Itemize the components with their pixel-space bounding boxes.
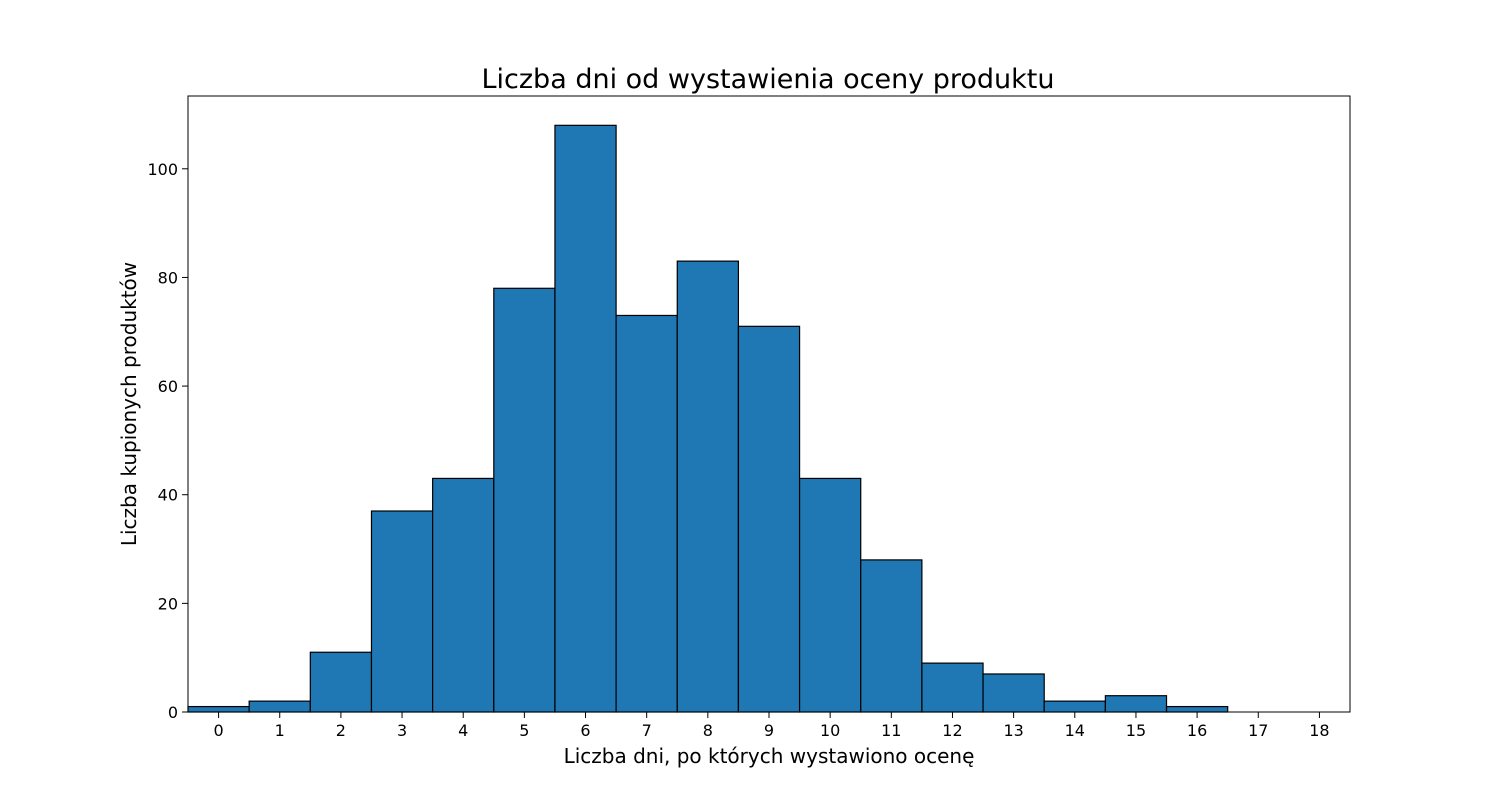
x-tick-label: 14: [1065, 721, 1085, 740]
x-tick-label: 9: [764, 721, 774, 740]
bar-12: [921, 662, 984, 713]
bar-16: [1165, 705, 1229, 713]
x-tick-label: 2: [336, 721, 346, 740]
bar-7: [615, 314, 678, 713]
x-tick-label: 7: [642, 721, 652, 740]
bar-0: [187, 705, 250, 713]
x-tick-label: 1: [275, 721, 285, 740]
x-tick-label: 13: [1003, 721, 1023, 740]
bar-13: [982, 673, 1045, 713]
x-tick-label: 10: [820, 721, 840, 740]
bar-8: [676, 260, 740, 713]
x-tick-label: 8: [703, 721, 713, 740]
x-tick-label: 3: [397, 721, 407, 740]
bar-2: [309, 651, 373, 713]
x-tick-label: 12: [942, 721, 962, 740]
x-tick-label: 17: [1248, 721, 1268, 740]
y-tick-label: 0: [168, 703, 178, 722]
x-tick-label: 11: [881, 721, 901, 740]
bar-3: [370, 510, 434, 713]
bar-1: [248, 700, 311, 713]
y-axis: 0 20 40 60 80 100: [147, 160, 188, 722]
bar-6: [554, 124, 617, 713]
x-tick-label: 4: [458, 721, 468, 740]
x-tick-label: 0: [213, 721, 223, 740]
x-tick-label: 5: [519, 721, 529, 740]
x-tick-label: 18: [1309, 721, 1329, 740]
bar-9: [737, 325, 801, 713]
bar-5: [493, 287, 556, 713]
bar-15: [1104, 695, 1168, 713]
bars-group: [187, 124, 1229, 713]
chart-title: Liczba dni od wystawienia oceny produktu: [482, 64, 1055, 95]
bar-10: [798, 477, 862, 713]
y-tick-label: 40: [158, 486, 178, 505]
y-tick-label: 20: [158, 594, 178, 613]
y-axis-label: Liczba kupionych produktów: [117, 262, 141, 546]
x-axis-label: Liczba dni, po których wystawiono ocenę: [564, 744, 975, 768]
y-tick-label: 60: [158, 377, 178, 396]
y-tick-label: 80: [158, 268, 178, 287]
y-tick-label: 100: [147, 160, 178, 179]
bar-4: [432, 477, 495, 713]
x-tick-label: 16: [1187, 721, 1207, 740]
x-tick-label: 15: [1126, 721, 1146, 740]
x-tick-label: 6: [580, 721, 590, 740]
x-axis: 0 1 2 3 4 5 6 7 8 9 10 11 12 13 14 15 16 17 18: [213, 712, 1330, 740]
bar-11: [860, 559, 923, 713]
bar-14: [1043, 700, 1106, 713]
